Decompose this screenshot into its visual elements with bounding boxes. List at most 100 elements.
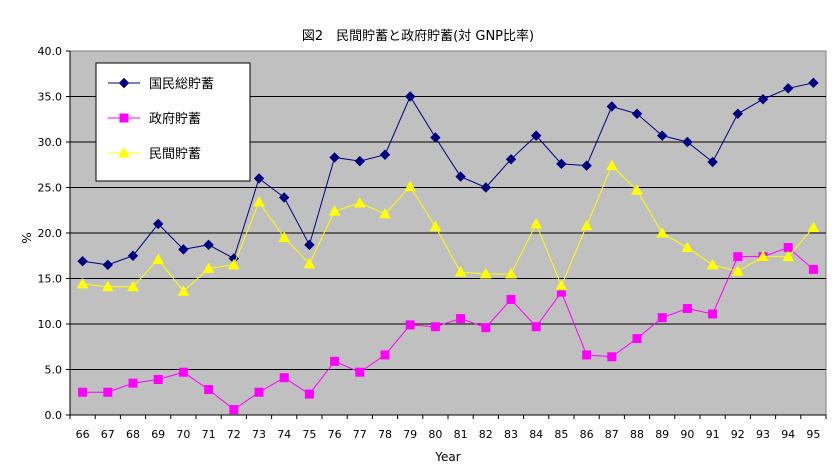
data-point: [203, 239, 214, 251]
data-point: [278, 231, 291, 243]
x-tick-label: 92: [731, 428, 745, 441]
y-tick-label: 10.0: [38, 318, 63, 331]
data-point: [404, 180, 417, 192]
data-point: [78, 387, 88, 397]
x-tick-label: 86: [580, 428, 594, 441]
data-point: [531, 322, 541, 332]
data-point: [757, 250, 769, 262]
data-point: [454, 266, 467, 277]
legend-label: 国民総貯蓄: [149, 77, 214, 92]
data-point: [782, 83, 794, 94]
series-2: [78, 243, 818, 415]
data-point: [681, 241, 694, 253]
x-tick-label: 89: [655, 428, 669, 441]
x-tick-label: 76: [328, 428, 342, 441]
data-point: [76, 277, 89, 289]
y-axis-ticks: 0.0 5.0 10.0 15.0 20.0 25.0 30.0 35.0 40.0: [38, 45, 70, 422]
data-point: [632, 334, 642, 344]
data-point: [455, 171, 466, 182]
y-tick-label: 0.0: [45, 409, 63, 422]
x-tick-label: 85: [554, 428, 568, 441]
x-tick-label: 75: [302, 428, 316, 441]
data-point: [303, 257, 316, 269]
data-point: [253, 196, 265, 207]
data-point: [380, 350, 390, 360]
y-axis-label: %: [19, 232, 33, 243]
data-point: [229, 405, 239, 415]
data-point: [304, 239, 315, 251]
data-point: [153, 375, 163, 385]
data-point: [481, 323, 491, 333]
data-point: [430, 132, 441, 143]
x-tick-label: 69: [151, 428, 165, 441]
data-point: [128, 378, 138, 388]
data-point: [530, 130, 542, 141]
series-1: [77, 77, 819, 271]
data-point: [631, 184, 643, 195]
data-point: [102, 259, 114, 271]
x-axis-label: Year: [434, 450, 460, 464]
x-tick-label: 70: [176, 428, 190, 441]
x-tick-label: 84: [529, 428, 543, 441]
data-point: [580, 219, 593, 231]
x-tick-label: 79: [403, 428, 417, 441]
data-point: [77, 256, 88, 267]
legend-label: 民間貯蓄: [149, 147, 201, 162]
x-tick-label: 87: [605, 428, 619, 441]
y-tick-label: 30.0: [38, 136, 63, 149]
data-point: [731, 265, 744, 276]
data-point: [480, 182, 492, 193]
data-point: [631, 108, 643, 119]
data-point: [582, 350, 592, 360]
y-tick-label: 5.0: [45, 364, 63, 377]
data-point: [555, 279, 568, 291]
legend-label: 政府貯蓄: [149, 112, 201, 127]
data-point: [479, 267, 492, 279]
data-point: [605, 159, 618, 171]
data-point: [732, 108, 744, 119]
x-tick-label: 73: [252, 428, 266, 441]
data-point: [682, 136, 693, 148]
data-point: [379, 149, 391, 160]
data-point: [808, 77, 819, 89]
data-point: [127, 250, 139, 261]
data-point: [127, 280, 139, 292]
data-point: [330, 356, 340, 366]
data-point: [204, 385, 214, 395]
legend-item: 国民総貯蓄: [108, 77, 214, 92]
data-point: [101, 280, 114, 292]
data-point: [178, 367, 188, 377]
y-tick-label: 20.0: [38, 227, 63, 240]
data-point: [178, 244, 189, 255]
data-point: [429, 220, 442, 232]
data-point: [706, 258, 719, 270]
x-tick-label: 93: [756, 428, 770, 441]
legend-item: 民間貯蓄: [108, 146, 201, 162]
data-point: [657, 313, 667, 323]
data-point: [506, 294, 516, 304]
data-point: [253, 173, 265, 184]
data-point: [505, 154, 517, 165]
data-point: [456, 314, 466, 324]
data-point: [379, 207, 391, 219]
legend-marker: [119, 113, 129, 123]
data-point: [152, 253, 165, 264]
x-tick-label: 95: [806, 428, 820, 441]
x-axis-ticks: 66 67 68 69 70 71 72 73 74 75 76 77 78 79 80 81 82 83 84 85…: [69, 415, 827, 441]
x-tick-label: 83: [504, 428, 518, 441]
data-point: [329, 152, 340, 163]
chart-title: 図2 民間貯蓄と政府貯蓄(対 GNP比率): [302, 28, 534, 44]
data-point: [505, 267, 517, 279]
data-point: [556, 158, 567, 170]
data-point: [808, 264, 818, 274]
data-point: [757, 94, 769, 105]
data-point: [807, 221, 820, 233]
data-point: [202, 262, 215, 273]
data-point: [733, 252, 743, 262]
data-point: [656, 130, 668, 141]
data-point: [353, 196, 366, 208]
data-point: [405, 320, 415, 330]
x-tick-label: 81: [454, 428, 468, 441]
data-point: [152, 218, 164, 230]
